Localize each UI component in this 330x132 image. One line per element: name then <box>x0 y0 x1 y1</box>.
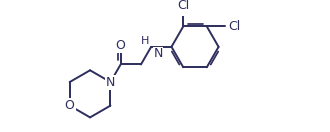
Text: H: H <box>141 36 149 46</box>
Text: N: N <box>153 47 163 60</box>
Text: Cl: Cl <box>228 20 240 33</box>
Text: N: N <box>106 76 115 89</box>
Text: Cl: Cl <box>177 0 189 13</box>
Text: O: O <box>65 99 75 112</box>
Text: O: O <box>116 39 126 52</box>
